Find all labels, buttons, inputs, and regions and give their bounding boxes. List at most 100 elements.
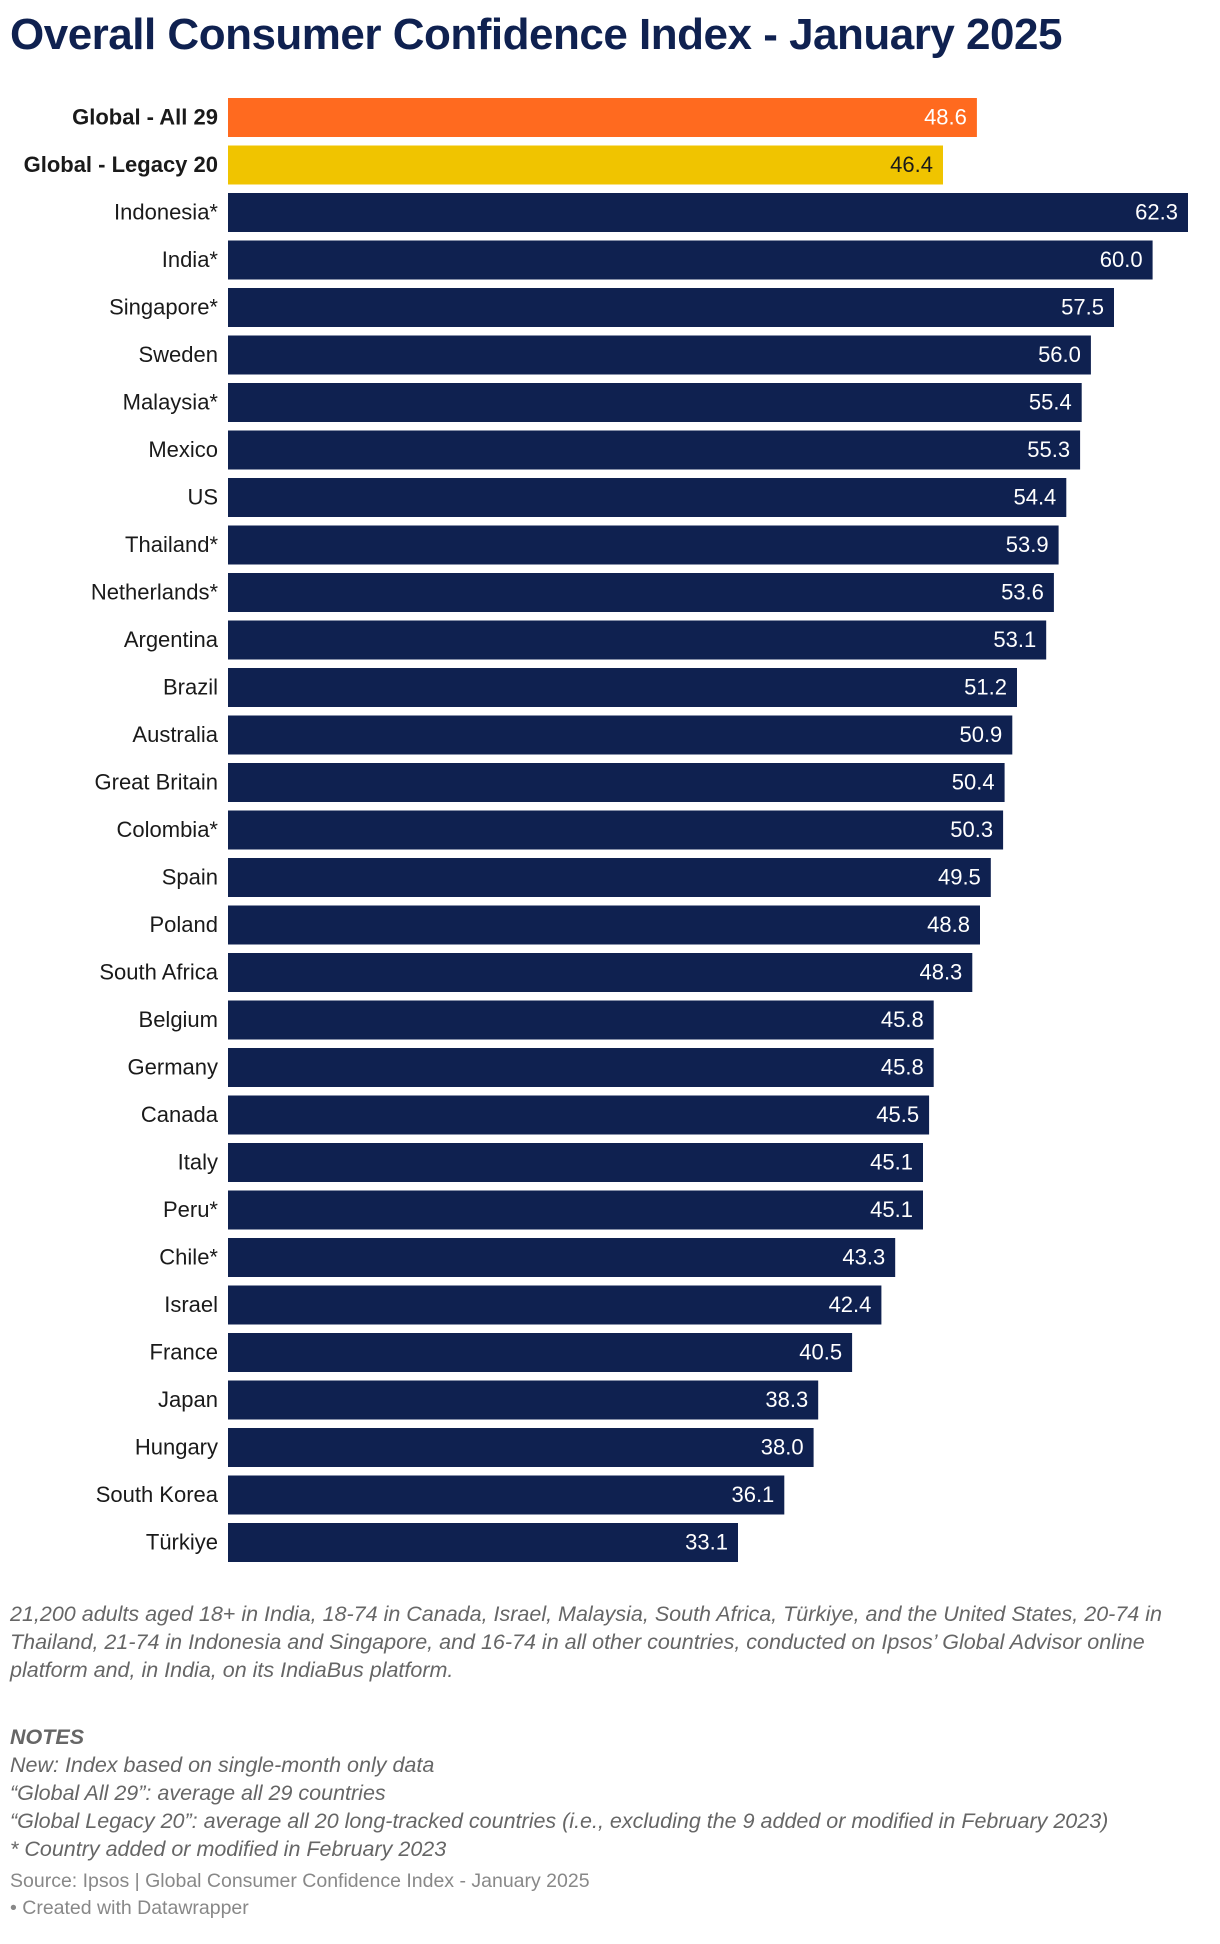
category-label: Global - All 29: [72, 105, 218, 130]
bar: [228, 1285, 882, 1325]
bar: [228, 810, 1004, 850]
category-label: Canada: [141, 1102, 219, 1127]
bar: [228, 1238, 896, 1277]
value-label: 53.6: [1001, 580, 1044, 605]
bar: [228, 573, 1054, 612]
value-label: 45.8: [881, 1007, 924, 1032]
bar: [228, 1190, 923, 1230]
value-label: 45.8: [881, 1055, 924, 1080]
category-label: Sweden: [138, 342, 218, 367]
category-label: Israel: [164, 1292, 218, 1317]
category-label: Belgium: [139, 1007, 218, 1032]
bar: [228, 430, 1081, 470]
value-label: 49.5: [938, 865, 981, 890]
value-label: 48.3: [919, 960, 962, 985]
value-label: 53.1: [993, 627, 1036, 652]
note-line: * Country added or modified in February …: [10, 1837, 447, 1861]
notes-block: NOTES New: Index based on single-month o…: [10, 1723, 1210, 1863]
bar: [228, 1000, 934, 1040]
category-label: Malaysia*: [123, 390, 219, 415]
category-label: Argentina: [124, 627, 219, 652]
value-label: 48.6: [924, 105, 967, 130]
category-label: France: [150, 1340, 218, 1365]
category-label: Germany: [128, 1055, 218, 1080]
value-label: 45.1: [870, 1197, 913, 1222]
bar: [228, 1143, 923, 1182]
value-label: 36.1: [731, 1482, 774, 1507]
bar: [228, 763, 1005, 802]
category-label: Hungary: [135, 1435, 218, 1460]
bar: [228, 620, 1047, 660]
value-label: 50.4: [952, 770, 995, 795]
bar: [228, 715, 1013, 755]
bar: [228, 1333, 853, 1372]
category-label: Poland: [149, 912, 218, 937]
bar: [228, 1380, 819, 1420]
category-label: Italy: [178, 1150, 218, 1175]
note-line: “Global Legacy 20”: average all 20 long-…: [10, 1809, 1109, 1833]
bar: [228, 858, 991, 897]
category-label: Colombia*: [117, 817, 219, 842]
bar: [228, 288, 1114, 327]
category-label: Spain: [162, 865, 218, 890]
category-label: Peru*: [163, 1197, 218, 1222]
value-label: 57.5: [1061, 295, 1104, 320]
value-label: 40.5: [799, 1340, 842, 1365]
value-label: 38.0: [761, 1435, 804, 1460]
category-label: Brazil: [163, 675, 218, 700]
value-label: 53.9: [1006, 532, 1049, 557]
chart-description: 21,200 adults aged 18+ in India, 18-74 i…: [10, 1602, 1162, 1682]
category-label: South Korea: [96, 1482, 219, 1507]
value-label: 51.2: [964, 675, 1007, 700]
category-label: Great Britain: [95, 770, 219, 795]
value-label: 45.1: [870, 1150, 913, 1175]
bar: [228, 953, 973, 992]
value-label: 60.0: [1100, 247, 1143, 272]
value-label: 55.4: [1029, 390, 1072, 415]
value-label: 50.3: [950, 817, 993, 842]
bar: [228, 335, 1091, 375]
value-label: 33.1: [685, 1530, 728, 1555]
datawrapper-credit: • Created with Datawrapper: [10, 1897, 249, 1919]
bar: [228, 240, 1153, 280]
category-label: South Africa: [99, 960, 218, 985]
bar: [228, 193, 1188, 232]
category-label: Japan: [158, 1387, 218, 1412]
bar: [228, 905, 980, 945]
bar: [228, 1048, 934, 1087]
bar: [228, 478, 1067, 517]
source-text: Source: Ipsos | Global Consumer Confiden…: [10, 1870, 590, 1892]
bar: [228, 668, 1017, 707]
value-label: 55.3: [1027, 437, 1070, 462]
category-label: Australia: [132, 722, 218, 747]
note-line: New: Index based on single-month only da…: [10, 1753, 435, 1777]
value-label: 54.4: [1013, 485, 1056, 510]
category-label: Chile*: [159, 1245, 218, 1270]
value-label: 43.3: [842, 1245, 885, 1270]
value-label: 42.4: [829, 1292, 872, 1317]
category-label: Singapore*: [109, 295, 218, 320]
value-label: 48.8: [927, 912, 970, 937]
bar: [228, 98, 977, 137]
value-label: 56.0: [1038, 342, 1081, 367]
bar: [228, 383, 1082, 422]
bar: [228, 145, 943, 185]
value-label: 45.5: [876, 1102, 919, 1127]
category-label: Netherlands*: [91, 580, 219, 605]
value-label: 50.9: [959, 722, 1002, 747]
bar: [228, 525, 1059, 565]
category-label: US: [187, 485, 218, 510]
chart-title: Overall Consumer Confidence Index - Janu…: [10, 10, 1062, 59]
value-label: 62.3: [1135, 200, 1178, 225]
category-label: India*: [162, 247, 219, 272]
category-label: Mexico: [148, 437, 218, 462]
category-label: Global - Legacy 20: [24, 152, 218, 177]
category-label: Thailand*: [125, 532, 218, 557]
value-label: 46.4: [890, 152, 933, 177]
category-label: Indonesia*: [114, 200, 218, 225]
category-label: Türkiye: [146, 1530, 218, 1555]
value-label: 38.3: [765, 1387, 808, 1412]
bar: [228, 1428, 814, 1467]
bar: [228, 1095, 930, 1135]
source-block: Source: Ipsos | Global Consumer Confiden…: [10, 1868, 590, 1922]
